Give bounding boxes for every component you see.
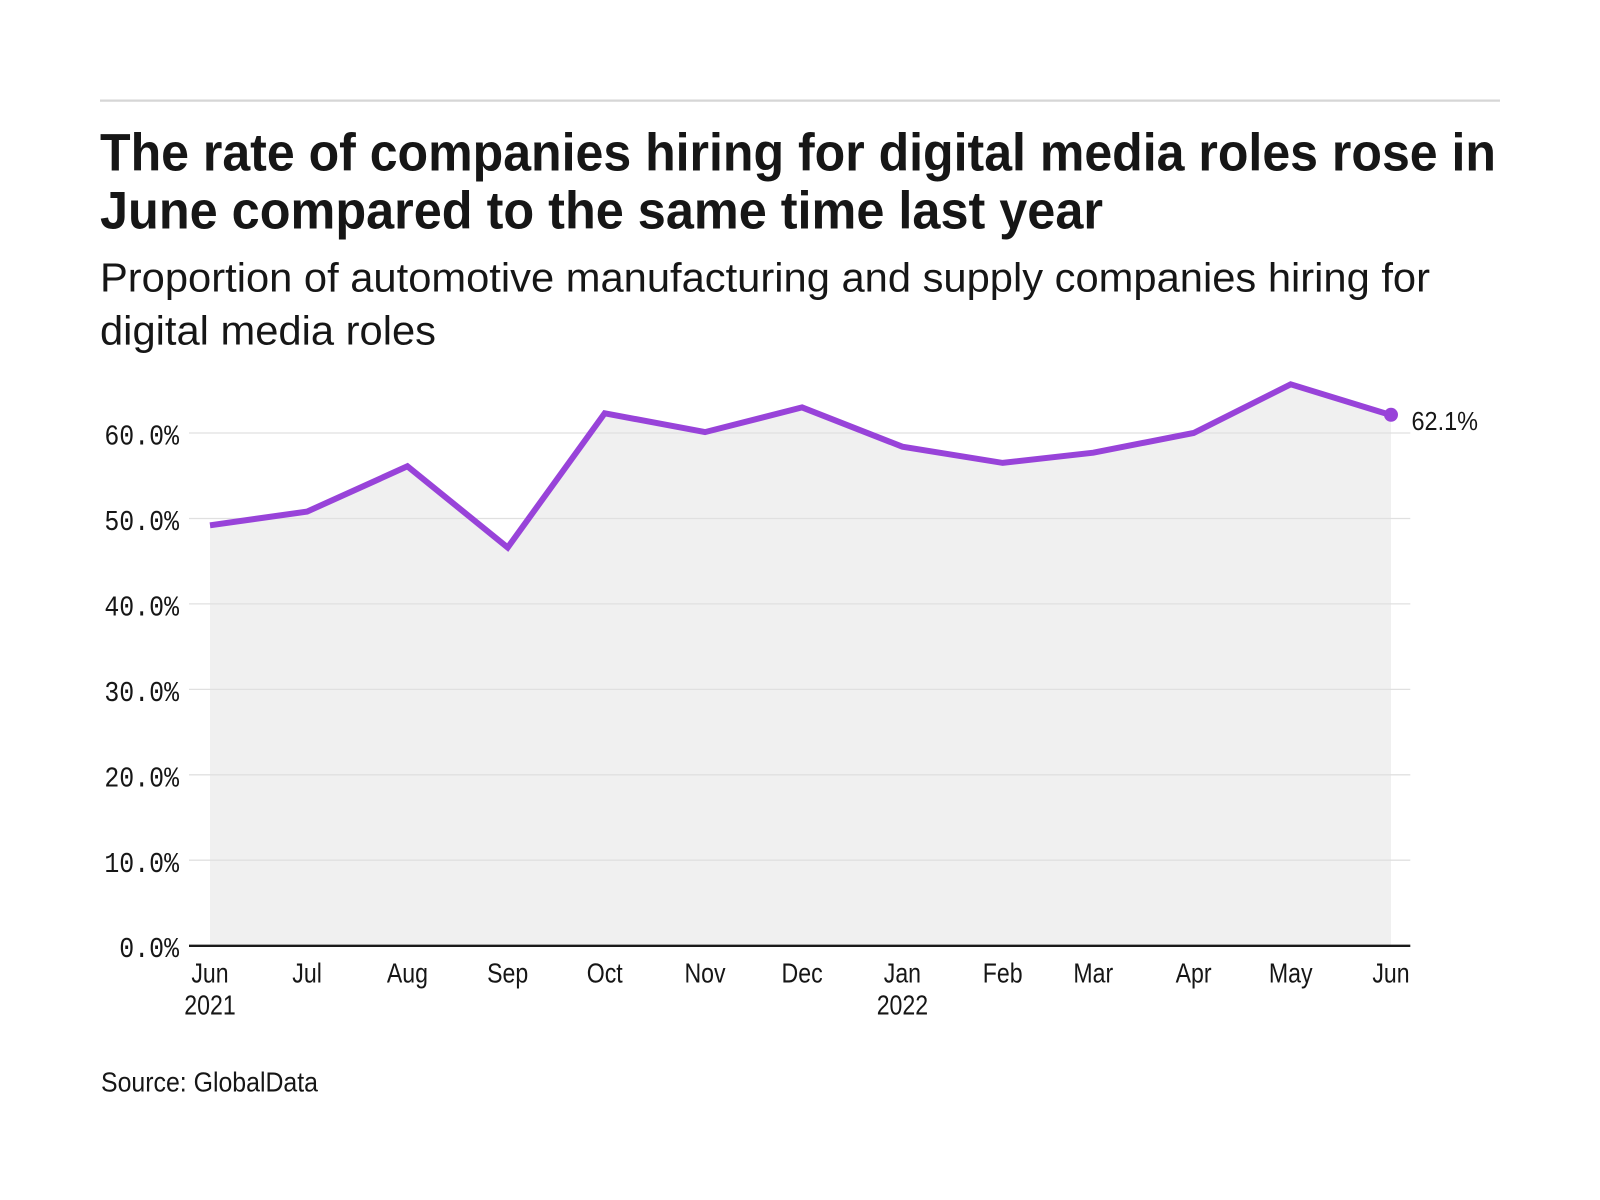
svg-text:digital media roles: digital media roles <box>100 308 436 354</box>
svg-text:Jan: Jan <box>884 958 921 989</box>
svg-text:2021: 2021 <box>184 990 235 1021</box>
svg-text:10.0%: 10.0% <box>104 848 179 881</box>
svg-text:June compared to the same time: June compared to the same time last year <box>100 182 1103 241</box>
svg-text:Aug: Aug <box>387 958 428 989</box>
svg-text:The rate of companies hiring f: The rate of companies hiring for digital… <box>100 124 1496 183</box>
svg-text:Mar: Mar <box>1073 958 1113 989</box>
svg-text:May: May <box>1269 958 1313 989</box>
svg-text:Proportion of automotive manuf: Proportion of automotive manufacturing a… <box>100 255 1430 301</box>
svg-text:2022: 2022 <box>877 990 928 1021</box>
svg-text:60.0%: 60.0% <box>104 421 179 454</box>
svg-text:40.0%: 40.0% <box>104 591 179 624</box>
svg-text:Jun: Jun <box>191 958 228 989</box>
svg-text:Feb: Feb <box>983 958 1023 989</box>
svg-text:Jun: Jun <box>1372 958 1409 989</box>
svg-text:Apr: Apr <box>1176 958 1212 989</box>
svg-text:50.0%: 50.0% <box>104 506 179 539</box>
svg-text:20.0%: 20.0% <box>104 762 179 795</box>
svg-text:Oct: Oct <box>587 958 623 989</box>
svg-text:0.0%: 0.0% <box>119 933 179 966</box>
svg-text:Nov: Nov <box>684 958 725 989</box>
svg-text:Jul: Jul <box>292 958 322 989</box>
svg-text:Dec: Dec <box>782 958 823 989</box>
svg-text:30.0%: 30.0% <box>104 677 179 710</box>
svg-text:Source: GlobalData: Source: GlobalData <box>101 1067 318 1098</box>
svg-text:Sep: Sep <box>487 958 528 989</box>
svg-text:62.1%: 62.1% <box>1412 406 1479 436</box>
